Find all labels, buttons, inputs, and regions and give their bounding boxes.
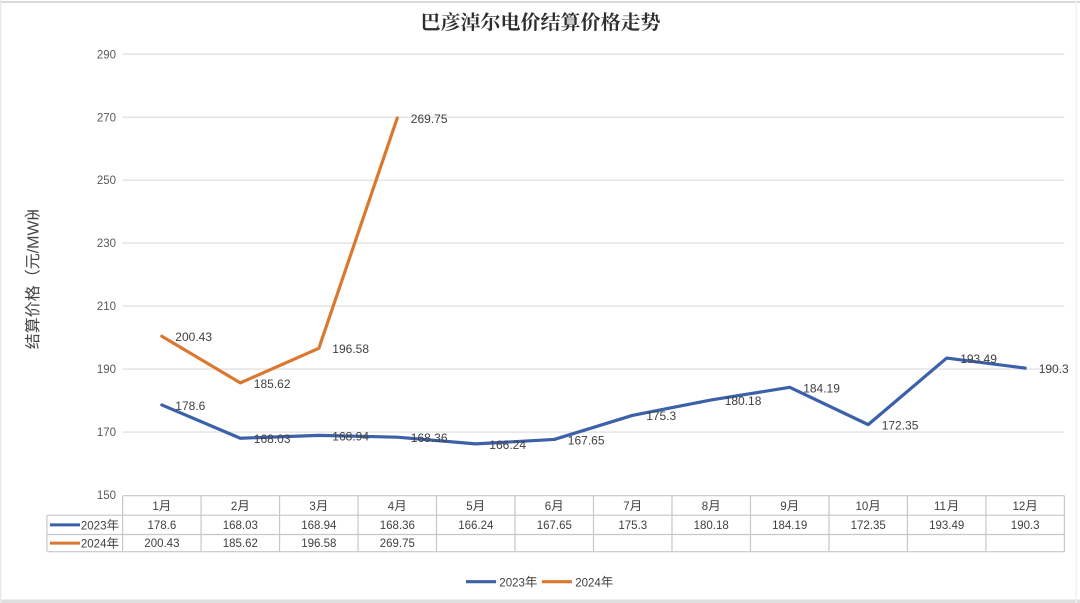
svg-text:3: 3 [309,501,315,513]
svg-text:190: 190 [97,364,116,376]
svg-text:168.36: 168.36 [411,431,448,445]
svg-text:6: 6 [545,501,551,513]
svg-text:168.36: 168.36 [380,520,415,532]
svg-text:170: 170 [97,427,116,439]
svg-text:167.65: 167.65 [568,433,605,447]
svg-text:200.43: 200.43 [175,330,212,344]
svg-text:175.3: 175.3 [618,520,647,532]
svg-text:172.35: 172.35 [851,520,886,532]
svg-text:200.43: 200.43 [144,538,179,550]
svg-text:168.94: 168.94 [301,520,337,532]
svg-text:175.3: 175.3 [646,409,676,423]
svg-text:190.3: 190.3 [1039,362,1069,376]
svg-text:210: 210 [97,301,116,313]
svg-text:270: 270 [97,112,116,124]
svg-text:185.62: 185.62 [223,538,258,550]
svg-text:166.24: 166.24 [458,520,494,532]
svg-text:178.6: 178.6 [148,520,177,532]
svg-text:1: 1 [152,501,158,513]
svg-text:184.19: 184.19 [803,381,840,395]
svg-text:269.75: 269.75 [411,112,448,126]
svg-text:11: 11 [934,501,946,513]
svg-text:168.03: 168.03 [223,520,258,532]
svg-text:9: 9 [780,501,786,513]
svg-text:193.49: 193.49 [929,520,964,532]
svg-text:2023: 2023 [499,577,525,589]
svg-text:230: 230 [97,238,116,250]
svg-text:172.35: 172.35 [882,419,919,433]
svg-text:196.58: 196.58 [332,342,369,356]
svg-text:8: 8 [702,501,708,513]
svg-text:/MWH: /MWH [25,209,42,253]
svg-text:180.18: 180.18 [725,394,762,408]
svg-text:5: 5 [466,501,472,513]
svg-text:2024: 2024 [81,539,107,551]
svg-text:168.03: 168.03 [254,432,291,446]
svg-text:196.58: 196.58 [301,538,336,550]
svg-text:4: 4 [388,501,395,513]
svg-text:290: 290 [97,49,116,61]
svg-text:185.62: 185.62 [254,377,291,391]
svg-text:193.49: 193.49 [960,352,997,366]
svg-text:250: 250 [97,175,116,187]
svg-text:12: 12 [1013,501,1026,513]
svg-text:2024: 2024 [575,577,601,589]
svg-text:7: 7 [623,501,629,513]
svg-text:2: 2 [231,501,237,513]
svg-text:190.3: 190.3 [1011,520,1040,532]
svg-text:178.6: 178.6 [175,399,205,413]
svg-text:168.94: 168.94 [332,429,369,443]
svg-text:167.65: 167.65 [537,520,572,532]
svg-text:150: 150 [97,490,116,502]
svg-text:166.24: 166.24 [489,438,526,452]
svg-text:269.75: 269.75 [380,538,415,550]
svg-text:180.18: 180.18 [694,520,729,532]
svg-text:2023: 2023 [81,521,107,533]
svg-text:184.19: 184.19 [772,520,807,532]
svg-text:10: 10 [856,501,869,513]
